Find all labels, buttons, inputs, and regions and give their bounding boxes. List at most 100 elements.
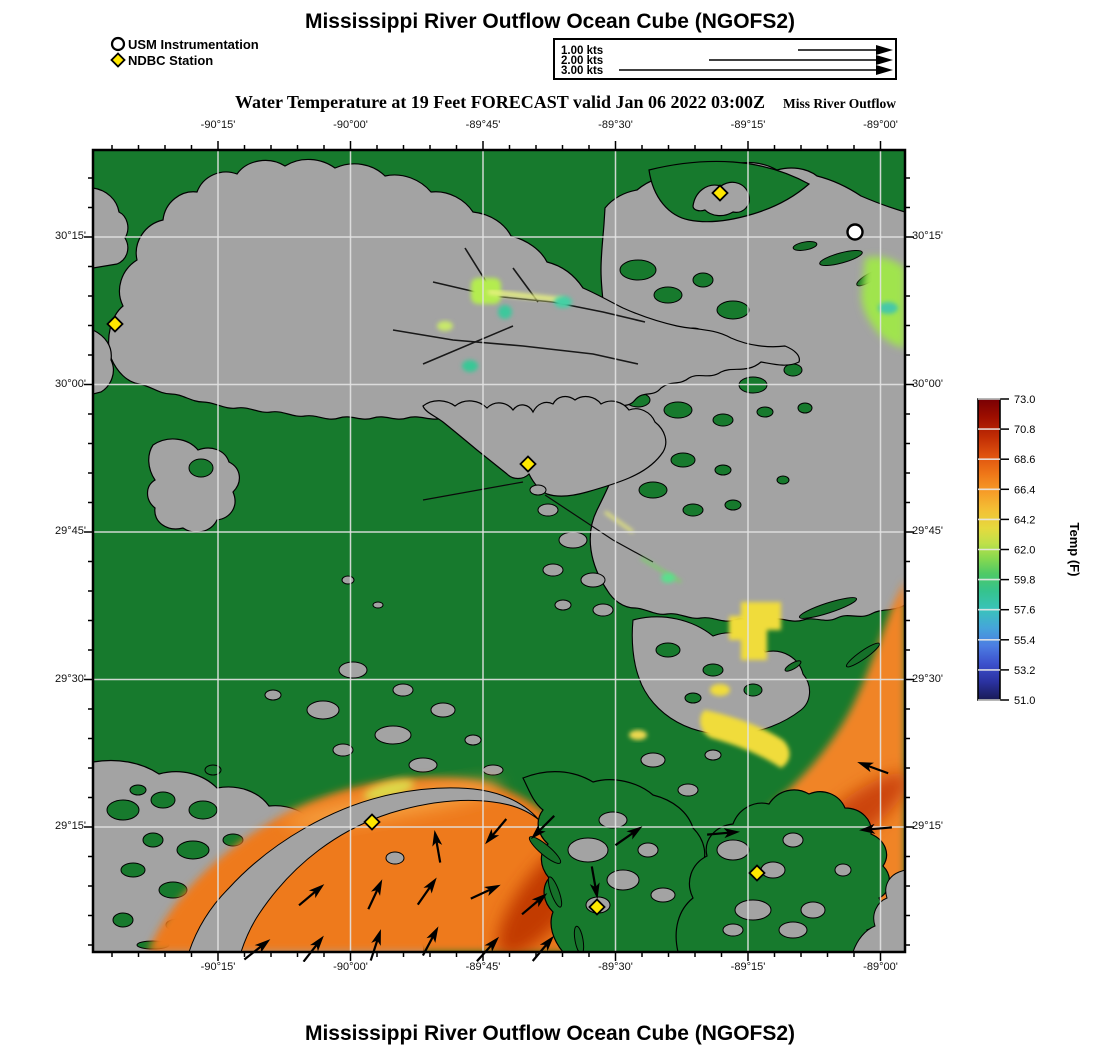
current-arrow xyxy=(298,884,325,907)
land-corner-se xyxy=(852,869,905,952)
colorbar-tick-label: 68.6 xyxy=(1014,454,1035,466)
x-axis-label-bottom: -90°00' xyxy=(333,961,368,973)
teal-spot-4 xyxy=(462,360,478,372)
y-axis-label-right: 29°45' xyxy=(912,525,943,537)
chandeleur-islands xyxy=(784,597,881,672)
map-art xyxy=(93,150,905,952)
land-west-strip xyxy=(93,329,114,395)
y-axis-label-left: 29°30' xyxy=(55,672,86,685)
legend-label-usm: USM Instrumentation xyxy=(128,36,259,52)
current-arrow xyxy=(367,879,383,910)
colorbar-tick-label: 73.0 xyxy=(1014,394,1035,406)
colorbar-tick-label: 66.4 xyxy=(1014,484,1035,496)
kidney-notch xyxy=(188,458,214,478)
marsh-gray-dots-2 xyxy=(640,749,722,797)
y-axis-label-left: 30°15' xyxy=(55,230,86,242)
y-axis-label-left: 30°00' xyxy=(55,377,86,390)
x-axis-label-bottom: -89°45' xyxy=(465,961,501,973)
page-title: Mississippi River Outflow Ocean Cube (NG… xyxy=(304,10,796,33)
current-arrow xyxy=(589,866,600,899)
y-axis-label-left: 29°45' xyxy=(55,525,86,537)
warm-streak-se2 xyxy=(604,510,634,534)
warm-yellow-small-1 xyxy=(710,684,730,696)
map-legend: USM Instrumentation NDBC Station xyxy=(110,36,259,68)
colorbar-tick-label: 59.8 xyxy=(1014,575,1035,587)
teal-spot-2 xyxy=(554,296,572,308)
ndbc-station-marker xyxy=(519,455,537,473)
x-axis-label-top: -89°00' xyxy=(863,119,898,131)
x-axis-label-top: -89°30' xyxy=(598,119,633,131)
land-kidney-island xyxy=(146,438,240,533)
current-arrow xyxy=(521,893,548,916)
colorbar-tick-label: 57.6 xyxy=(1014,605,1035,617)
map-canvas xyxy=(84,141,914,962)
x-axis-label-top: -90°15' xyxy=(200,119,236,131)
x-axis-label-top: -90°00' xyxy=(333,119,368,131)
map-border xyxy=(91,148,907,954)
x-axis-label-bottom: -89°15' xyxy=(730,961,766,973)
current-arrow xyxy=(614,826,643,847)
land-west-lobe xyxy=(93,187,129,269)
current-arrows-layer xyxy=(243,761,892,962)
scale-arrow-1kts xyxy=(798,45,893,55)
footer-title: Mississippi River Outflow Ocean Cube (NG… xyxy=(304,1022,796,1045)
colorbar-tick-label: 62.0 xyxy=(1014,545,1035,557)
islet-in-gulf xyxy=(385,851,405,865)
stations-layer xyxy=(106,184,864,916)
scale-arrow-3kts xyxy=(619,65,893,75)
se-marsh-gray-patches xyxy=(716,832,852,939)
current-scale-arrows: 1.00 kts 2.00 kts 3.00 kts xyxy=(561,45,893,77)
ndbc-diamond-icon xyxy=(110,52,126,68)
x-axis-label-top: -89°45' xyxy=(465,119,501,131)
y-axis-label-left: 29°15' xyxy=(55,820,86,832)
ndbc-station-marker xyxy=(588,898,606,916)
y-axis-label-right: 29°15' xyxy=(912,820,943,832)
x-axis-label-bottom: -89°30' xyxy=(598,961,633,973)
ndbc-station-marker xyxy=(363,813,381,831)
legend-row-ndbc: NDBC Station xyxy=(110,52,259,68)
scale-label-2kts: 2.00 kts xyxy=(561,55,603,67)
colorbar-title: Temp (F) xyxy=(1067,523,1082,577)
colorbar-tick-label: 55.4 xyxy=(1014,635,1035,647)
usm-instrumentation-marker xyxy=(846,223,864,241)
marsh-green-dots-2 xyxy=(655,642,763,704)
warm-yellow-small-2 xyxy=(629,730,647,740)
scale-label-3kts: 3.00 kts xyxy=(561,65,603,77)
current-arrow xyxy=(369,929,381,961)
x-axis-label-bottom: -89°00' xyxy=(863,961,898,973)
current-arrow xyxy=(416,877,437,906)
colorbar: 73.0 70.8 68.6 66.4 64.2 62.0 59.8 57.6 55.4 53.2… xyxy=(977,394,1082,707)
teal-spot-ne xyxy=(878,302,898,314)
land-north-blob xyxy=(108,158,800,420)
current-arrow xyxy=(470,884,501,900)
warm-spot-3 xyxy=(437,321,453,331)
current-arrow xyxy=(857,761,889,775)
current-scale-box: 1.00 kts 2.00 kts 3.00 kts xyxy=(553,38,897,80)
warm-streak-channel xyxy=(487,289,564,303)
colorbar-tick-label: 70.8 xyxy=(1014,424,1035,436)
warm-spot-chartreuse xyxy=(471,278,501,304)
colorbar-tick-label: 51.0 xyxy=(1014,695,1035,707)
warm-yellow-patch-1 xyxy=(729,602,781,660)
ndbc-station-marker xyxy=(106,315,124,333)
legend-row-usm: USM Instrumentation xyxy=(110,36,259,52)
forecast-subtitle-note: Miss River Outflow xyxy=(783,96,896,111)
axis-ticks xyxy=(84,141,914,961)
current-arrow xyxy=(432,830,443,863)
graticule xyxy=(93,150,905,952)
mint-spot-se xyxy=(661,573,675,583)
colorbar-tick-label: 64.2 xyxy=(1014,514,1035,526)
delta-green-fingers xyxy=(528,836,585,952)
y-axis-label-right: 30°00' xyxy=(912,377,943,390)
gulf-coast-yellow xyxy=(363,779,415,801)
warm-patch-ne xyxy=(861,256,905,348)
warm-yellow-elbow xyxy=(700,710,790,768)
ndbc-station-marker xyxy=(748,864,766,882)
forecast-subtitle: Water Temperature at 19 Feet FORECAST va… xyxy=(235,92,765,112)
colorbar-tick-label: 53.2 xyxy=(1014,665,1035,677)
channels-se xyxy=(422,481,654,563)
scale-label-1kts: 1.00 kts xyxy=(561,45,603,57)
current-arrow xyxy=(859,823,892,834)
colorbar-ticks: 73.0 70.8 68.6 66.4 64.2 62.0 59.8 57.6 55.4 53.2… xyxy=(978,394,1035,707)
